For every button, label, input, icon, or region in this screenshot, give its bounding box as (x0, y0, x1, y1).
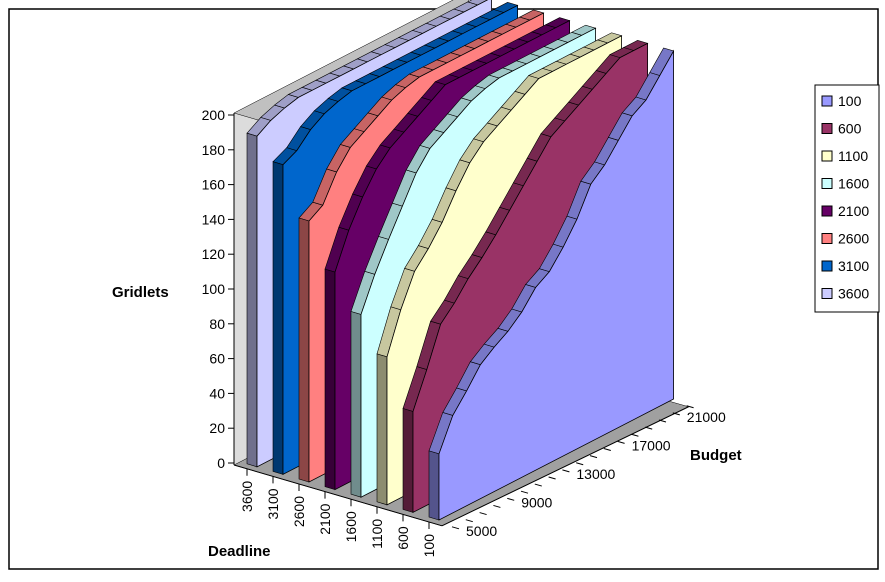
legend-item-2600: 2600 (821, 231, 869, 247)
legend-item-1600: 1600 (821, 176, 869, 192)
legend-swatch (821, 260, 833, 272)
budget-tick-mark (493, 504, 501, 508)
legend-swatch (821, 288, 833, 299)
legend-swatch (821, 123, 833, 134)
deadline-axis-line (233, 464, 443, 527)
y-tick-label: 100 (202, 281, 226, 297)
budget-tick-mark (672, 412, 680, 416)
legend-item-3100: 3100 (821, 258, 869, 274)
legend-swatch (821, 233, 833, 244)
budget-tick-label: 21000 (687, 409, 726, 425)
deadline-tick-label: 2100 (317, 503, 333, 534)
budget-tick-mark (631, 433, 639, 437)
legend-box (814, 84, 880, 313)
legend-swatch (821, 95, 833, 107)
y-tick-label: 80 (209, 316, 225, 332)
series-100 (428, 47, 675, 521)
y-tick-label: 0 (217, 455, 225, 471)
deadline-tick-label: 2600 (291, 496, 307, 527)
budget-tick-mark (507, 497, 515, 501)
budget-tick-mark (686, 405, 694, 409)
legend-item-600: 600 (821, 121, 862, 137)
chart-series-layer (246, 0, 675, 521)
deadline-tick-label: 3600 (239, 481, 255, 512)
legend-label: 1100 (838, 148, 868, 164)
legend-swatch (821, 150, 833, 162)
deadline-tick-label: 1600 (343, 511, 359, 542)
series-2100-side (324, 268, 336, 491)
y-axis-title: Gridlets (112, 284, 169, 301)
legend: 100 600 1100 1600 2100 2600 3100 3600 (814, 84, 880, 313)
legend-swatch (821, 178, 833, 189)
budget-tick-mark (645, 426, 653, 430)
budget-tick-mark (576, 462, 584, 466)
y-tick-label: 120 (202, 246, 226, 262)
budget-tick-mark (479, 512, 487, 516)
series-1600-side (350, 311, 362, 498)
budget-tick-mark (451, 526, 460, 530)
budget-tick-label: 9000 (521, 494, 552, 510)
chart-axes: 0 20 40 60 80 100 120 140 160 180 200 100 600 1100 160… (202, 107, 726, 557)
legend-label: 3100 (838, 258, 869, 274)
legend-label: 2600 (838, 231, 869, 247)
series-100-side (428, 450, 440, 521)
legend-item-1100: 1100 (821, 148, 868, 164)
budget-tick-label: 13000 (576, 466, 615, 482)
series-2600-side (298, 217, 310, 483)
y-tick-label: 160 (202, 177, 226, 193)
series-3100-side (272, 161, 284, 475)
budget-tick-mark (658, 419, 667, 423)
series-1100-side (376, 353, 388, 506)
deadline-tick-label: 1100 (369, 519, 385, 549)
legend-label: 3600 (838, 286, 869, 302)
y-tick-label: 60 (209, 351, 225, 367)
y-tick-label: 40 (209, 385, 225, 401)
series-600-side (402, 408, 414, 513)
legend-label: 600 (838, 121, 862, 137)
legend-item-3600: 3600 (821, 286, 869, 302)
budget-tick-mark (589, 455, 598, 459)
y-tick-label: 140 (202, 211, 226, 227)
y-tick-label: 180 (202, 142, 226, 158)
budget-tick-label: 5000 (466, 523, 497, 539)
budget-tick-mark (534, 483, 542, 487)
budget-tick-mark (617, 440, 625, 444)
legend-item-2100: 2100 (821, 203, 869, 219)
budget-tick-label: 17000 (632, 437, 671, 453)
deadline-tick-label: 600 (395, 526, 411, 550)
series-100-area (438, 49, 674, 521)
budget-tick-mark (603, 447, 611, 451)
legend-label: 2100 (838, 203, 869, 219)
z-axis-title: Deadline (208, 543, 271, 560)
deadline-tick-label: 3100 (265, 488, 281, 519)
budget-tick-mark (520, 490, 529, 494)
legend-swatch (821, 205, 833, 217)
budget-tick-mark (548, 476, 556, 480)
y-tick-label: 200 (202, 107, 226, 123)
budget-tick-mark (562, 469, 570, 473)
series-3600-side (246, 132, 258, 468)
y-tick-label: 20 (209, 420, 225, 436)
budget-axis-line (441, 406, 689, 527)
legend-item-100: 100 (821, 93, 862, 109)
deadline-tick-label: 100 (421, 534, 437, 558)
legend-label: 100 (838, 93, 862, 109)
budget-tick-mark (465, 519, 473, 523)
legend-label: 1600 (838, 176, 869, 192)
x-axis-title: Budget (690, 447, 742, 464)
